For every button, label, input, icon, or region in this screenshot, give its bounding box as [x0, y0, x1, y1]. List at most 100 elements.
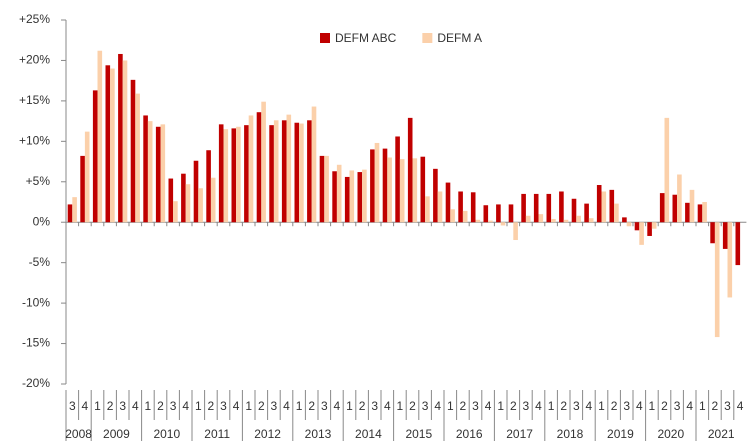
x-tick-label: 3 [220, 399, 227, 413]
x-tick-label: 2 [258, 399, 265, 413]
bar [399, 159, 405, 223]
year-label: 2012 [254, 427, 281, 441]
x-tick-label: 2 [560, 399, 567, 413]
bar [273, 120, 279, 223]
x-tick-label: 3 [119, 399, 126, 413]
bar [445, 182, 451, 223]
bar [727, 222, 733, 298]
bar [357, 172, 363, 223]
x-tick-label: 3 [321, 399, 328, 413]
y-tick-label: +15% [19, 93, 50, 107]
x-tick-label: 1 [296, 399, 303, 413]
bar [387, 157, 392, 223]
bar [206, 150, 211, 223]
legend-label: DEFM A [437, 31, 482, 45]
x-tick-label: 3 [674, 399, 681, 413]
bar [651, 222, 657, 229]
y-tick-label: +25% [19, 12, 50, 26]
bar [269, 125, 274, 223]
bar [584, 203, 589, 223]
x-tick-label: 3 [371, 399, 378, 413]
x-tick-label: 3 [523, 399, 530, 413]
y-tick-label: -10% [22, 295, 50, 309]
bar [563, 219, 569, 223]
year-label: 2018 [557, 427, 584, 441]
bar [244, 125, 249, 223]
bar [382, 148, 388, 223]
bar [559, 191, 564, 223]
legend-swatch [422, 33, 433, 43]
year-label: 2014 [355, 427, 382, 441]
year-label: 2008 [65, 427, 92, 441]
bar [609, 189, 615, 223]
bar [407, 117, 413, 223]
bar [470, 192, 476, 223]
x-tick-label: 4 [82, 399, 89, 413]
bar [122, 60, 128, 223]
x-tick-label: 4 [586, 399, 593, 413]
x-tick-label: 2 [661, 399, 668, 413]
bar [374, 142, 380, 223]
x-tick-label: 2 [460, 399, 467, 413]
x-tick-label: 3 [422, 399, 429, 413]
bar [601, 191, 607, 223]
x-tick-label: 4 [132, 399, 139, 413]
bar [135, 93, 140, 223]
bar [223, 129, 229, 223]
bar [576, 215, 581, 223]
bar [324, 155, 329, 223]
x-tick-label: 4 [233, 399, 240, 413]
bar [281, 120, 287, 223]
x-tick-label: 2 [107, 399, 114, 413]
bar [210, 177, 216, 223]
bar [664, 117, 670, 223]
bar [672, 194, 678, 223]
x-tick-label: 4 [283, 399, 290, 413]
y-tick-label: -15% [22, 336, 50, 350]
y-tick-label: 0% [33, 214, 51, 228]
bar [67, 204, 73, 223]
bar [425, 196, 430, 223]
bar [710, 222, 715, 244]
y-tick-label: -20% [22, 376, 50, 390]
bar [437, 191, 443, 223]
bar [261, 101, 266, 223]
year-label: 2013 [305, 427, 332, 441]
y-tick-label: -5% [29, 255, 51, 269]
bar [634, 222, 640, 231]
bar [626, 222, 632, 227]
bar [500, 222, 506, 226]
bar [450, 209, 455, 223]
bar [294, 122, 300, 223]
year-label: 2011 [204, 427, 230, 441]
bar [420, 156, 426, 223]
bar [735, 222, 741, 266]
x-tick-label: 4 [535, 399, 542, 413]
x-tick-label: 1 [497, 399, 504, 413]
bar [118, 53, 123, 223]
bar [173, 201, 178, 223]
bar [614, 203, 619, 223]
bar [349, 170, 355, 223]
x-tick-label: 4 [334, 399, 341, 413]
bar [475, 219, 481, 223]
bar [307, 120, 312, 223]
x-tick-label: 4 [485, 399, 492, 413]
bar [533, 193, 539, 223]
year-label: 2017 [506, 427, 533, 441]
bar [168, 178, 174, 223]
bar [525, 215, 531, 223]
y-tick-label: +10% [19, 134, 50, 148]
legend-label: DEFM ABC [335, 31, 397, 45]
bar [513, 222, 518, 241]
x-tick-label: 3 [472, 399, 479, 413]
bar [659, 193, 665, 223]
x-tick-label: 1 [598, 399, 605, 413]
year-label: 2016 [456, 427, 483, 441]
bar [105, 65, 111, 223]
x-tick-label: 2 [308, 399, 315, 413]
bar [395, 136, 400, 223]
year-label: 2019 [607, 427, 634, 441]
y-tick-label: +5% [26, 174, 51, 188]
